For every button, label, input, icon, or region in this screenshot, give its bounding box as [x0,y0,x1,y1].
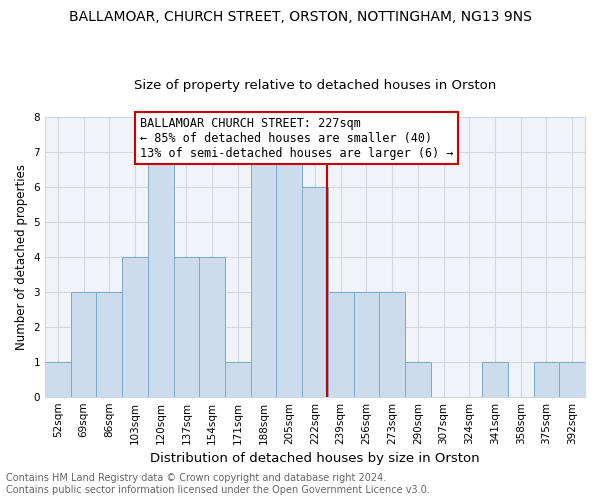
Bar [225,362,251,396]
Title: Size of property relative to detached houses in Orston: Size of property relative to detached ho… [134,79,496,92]
Bar [482,362,508,396]
Bar [71,292,97,397]
X-axis label: Distribution of detached houses by size in Orston: Distribution of detached houses by size … [150,452,480,465]
Bar [277,152,302,396]
Bar [379,292,405,397]
Bar [251,152,277,396]
Bar [533,362,559,396]
Bar [122,256,148,396]
Bar [302,187,328,396]
Bar [353,292,379,397]
Text: BALLAMOAR CHURCH STREET: 227sqm
← 85% of detached houses are smaller (40)
13% of: BALLAMOAR CHURCH STREET: 227sqm ← 85% of… [140,117,454,160]
Bar [148,152,173,396]
Bar [45,362,71,396]
Bar [328,292,353,397]
Bar [559,362,585,396]
Bar [405,362,431,396]
Bar [199,256,225,396]
Bar [97,292,122,397]
Text: Contains HM Land Registry data © Crown copyright and database right 2024.
Contai: Contains HM Land Registry data © Crown c… [6,474,430,495]
Text: BALLAMOAR, CHURCH STREET, ORSTON, NOTTINGHAM, NG13 9NS: BALLAMOAR, CHURCH STREET, ORSTON, NOTTIN… [68,10,532,24]
Bar [173,256,199,396]
Y-axis label: Number of detached properties: Number of detached properties [15,164,28,350]
